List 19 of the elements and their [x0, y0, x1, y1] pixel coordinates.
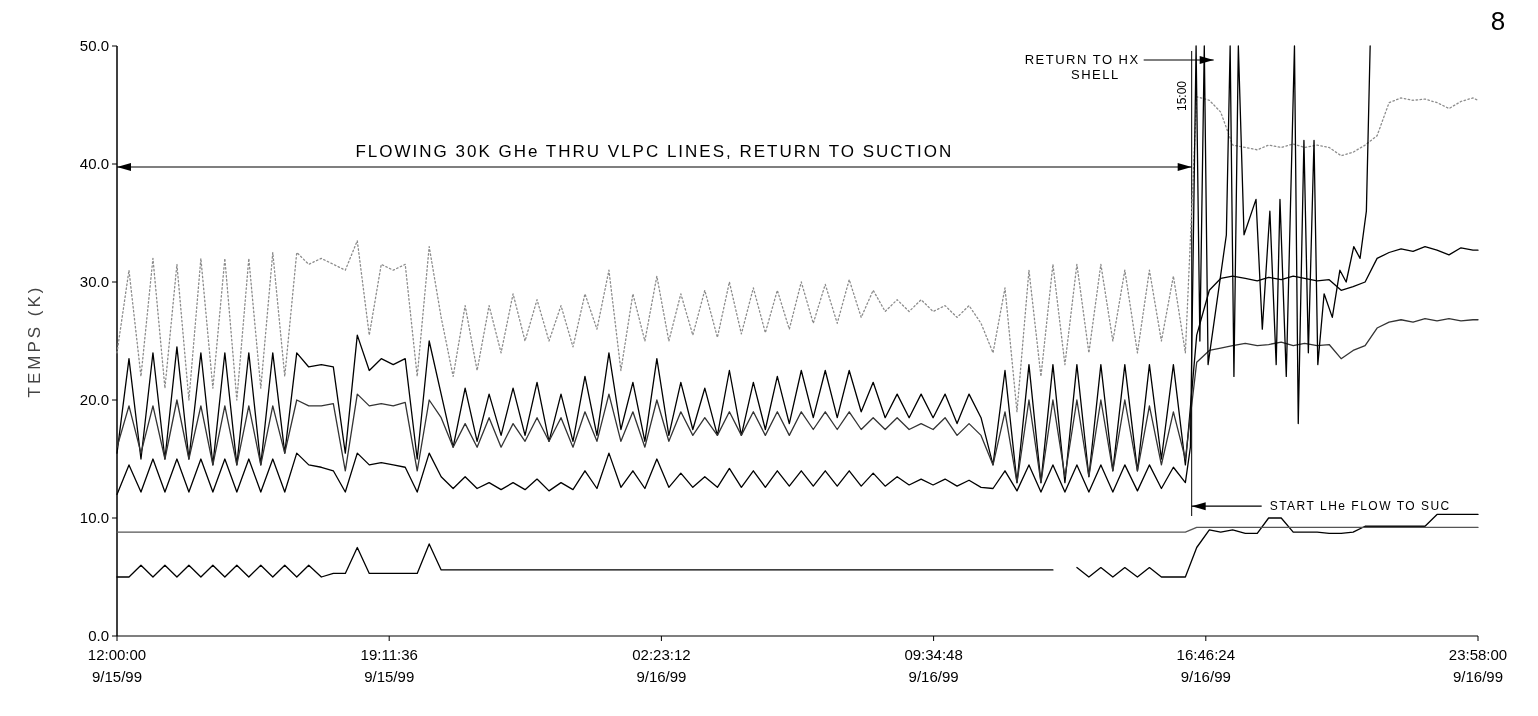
x-tick-label: 02:23:12 9/16/99 [632, 646, 691, 685]
annotation: RETURN TO HX SHELL [1024, 52, 1140, 82]
y-axis-title: TEMPS (K) [25, 284, 44, 398]
annotation: START LHe FLOW TO SUC [1269, 499, 1451, 514]
x-tick-label: 19:11:36 9/15/99 [360, 646, 418, 685]
y-tick-label: 50.0 [79, 37, 109, 54]
y-tick-label: 0.0 [88, 627, 109, 644]
y-tick-label: 40.0 [79, 155, 109, 172]
y-tick-label: 30.0 [79, 273, 109, 290]
y-tick-label: 10.0 [79, 509, 109, 526]
x-tick-label: 09:34:48 9/16/99 [904, 646, 963, 685]
x-tick-label: 16:46:24 9/16/99 [1176, 646, 1235, 685]
x-tick-label: 23:58:00 9/16/99 [1448, 646, 1508, 685]
y-tick-label: 20.0 [79, 391, 109, 408]
annotation: 15:00 [1174, 80, 1189, 112]
line-series [116, 317, 1479, 484]
x-tick-label: 12:00:00 9/15/99 [87, 646, 147, 685]
text: 8 [1490, 6, 1506, 36]
annotation: FLOWING 30K GHe THRU VLPC LINES, RETURN TO SUCTION [355, 142, 954, 161]
